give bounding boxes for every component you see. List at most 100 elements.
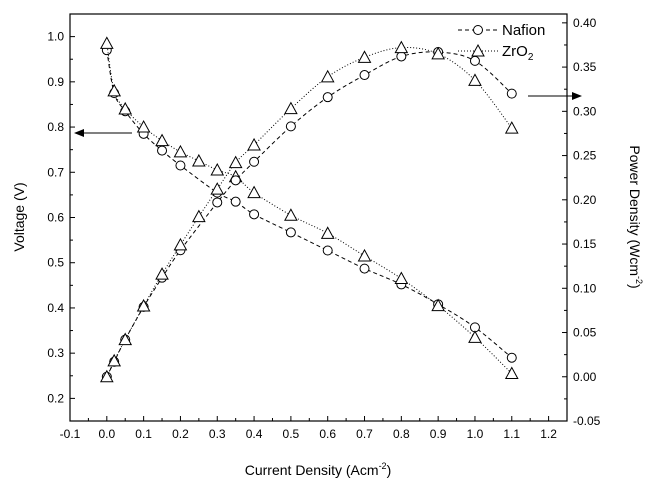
zro2-voltage-point xyxy=(284,208,298,221)
x-tick-label: -0.1 xyxy=(60,427,81,441)
x-axis-title: Current Density (Acm-2) xyxy=(245,461,392,478)
zro2-voltage-point xyxy=(504,366,519,380)
x-tick-label: 0.5 xyxy=(283,427,300,441)
legend-marker-circle xyxy=(473,25,483,35)
y-left-tick-label: 1.0 xyxy=(47,30,64,44)
y-left-tick-label: 0.2 xyxy=(47,391,64,405)
zro2-voltage-point xyxy=(173,144,188,158)
nafion-voltage-point xyxy=(506,352,517,363)
y-left-tick-label: 0.5 xyxy=(47,256,64,270)
legend-entry-nafion: Nafion xyxy=(458,22,545,39)
nafion-power-point xyxy=(506,88,517,99)
zro2-voltage-line xyxy=(106,43,513,374)
zro2-voltage-point xyxy=(247,185,261,199)
x-tick-label: 0.0 xyxy=(98,427,115,441)
nafion-voltage-point xyxy=(322,245,333,256)
y-right-tick-label: 0.20 xyxy=(573,193,597,207)
y-right-tick-label: 0.35 xyxy=(573,60,597,74)
y-right-tick-label: 0.25 xyxy=(573,149,597,163)
y-right-tick-label: 0.10 xyxy=(573,281,597,295)
legend-marker-triangle xyxy=(471,43,485,57)
x-tick-label: 0.7 xyxy=(356,427,373,441)
nafion-voltage-point xyxy=(285,227,296,238)
nafion-power-point xyxy=(285,121,296,132)
y-right-tick-label: 0.00 xyxy=(573,370,597,384)
y-right-tick-label: 0.15 xyxy=(573,237,597,251)
zro2-power-point xyxy=(173,237,188,251)
nafion-voltage-point xyxy=(249,209,260,220)
zro2-power-point xyxy=(357,50,372,63)
zro2-voltage-point xyxy=(468,330,482,343)
zro2-voltage-point xyxy=(99,36,114,49)
x-tick-label: 1.1 xyxy=(503,427,520,441)
series-layer xyxy=(99,36,519,383)
legend-label-zro2: ZrO2 xyxy=(502,43,534,63)
x-tick-label: 0.1 xyxy=(135,427,152,441)
zro2-voltage-point xyxy=(320,226,335,239)
zro2-voltage-point xyxy=(357,248,372,262)
nafion-voltage-point xyxy=(230,196,241,207)
legend-label-nafion: Nafion xyxy=(502,22,545,39)
nafion-voltage-point xyxy=(157,145,168,156)
zro2-voltage-point xyxy=(192,153,206,167)
nafion-power-point xyxy=(396,51,407,62)
y-right-tick-label: 0.30 xyxy=(573,104,597,118)
x-tick-label: 1.2 xyxy=(540,427,557,441)
y-right-tick-label: 0.40 xyxy=(573,16,597,30)
zro2-voltage-point xyxy=(394,271,409,285)
plot-frame xyxy=(69,13,568,422)
zro2-voltage-point xyxy=(118,101,133,115)
arrow-to-left-axis xyxy=(74,129,132,137)
nafion-power-point xyxy=(212,197,223,208)
zro2-power-point xyxy=(107,353,122,367)
zro2-power-point xyxy=(118,332,133,346)
nafion-power-line xyxy=(106,51,513,377)
zro2-power-point xyxy=(320,69,335,83)
x-tick-label: 1.0 xyxy=(467,427,484,441)
y-left-tick-label: 0.7 xyxy=(47,165,64,179)
y-right-axis-title: Power Density (Wcm-2) xyxy=(627,145,644,288)
zro2-power-point xyxy=(431,46,445,60)
legend-entry-zro2: ZrO2 xyxy=(458,43,534,63)
zro2-voltage-point xyxy=(107,83,122,97)
nafion-power-point xyxy=(469,55,480,66)
x-tick-label: 0.2 xyxy=(172,427,189,441)
zro2-voltage-point xyxy=(136,120,151,133)
zro2-power-point xyxy=(284,101,298,115)
zro2-power-point xyxy=(228,155,243,169)
nafion-power-point xyxy=(322,92,333,103)
y-right-tick-label: 0.05 xyxy=(573,326,597,340)
zro2-voltage-point xyxy=(210,162,225,176)
nafion-voltage-point xyxy=(359,263,370,274)
x-tick-label: 0.8 xyxy=(393,427,410,441)
zro2-power-point xyxy=(155,267,169,280)
arrow-left-head xyxy=(74,129,84,137)
nafion-power-point xyxy=(230,175,241,186)
zro2-voltage-point xyxy=(431,298,445,312)
nafion-power-point xyxy=(249,156,260,167)
x-tick-label: 0.9 xyxy=(430,427,447,441)
arrow-to-right-axis xyxy=(528,92,582,100)
zro2-power-point xyxy=(504,121,519,134)
zro2-power-point xyxy=(192,209,206,223)
nafion-voltage-point xyxy=(175,160,186,171)
nafion-power-point xyxy=(359,70,370,81)
zro2-power-line xyxy=(106,46,513,377)
y-left-axis-title: Voltage (V) xyxy=(11,182,27,251)
legend: Nafion ZrO2 xyxy=(458,22,545,63)
zro2-power-point xyxy=(468,73,482,86)
zro2-power-point xyxy=(247,137,261,151)
x-tick-label: 0.6 xyxy=(319,427,336,441)
zro2-voltage-point xyxy=(155,133,169,147)
y-left-tick-label: 0.6 xyxy=(47,211,64,225)
arrow-right-head xyxy=(572,92,582,100)
y-right-tick-label: -0.05 xyxy=(573,414,601,428)
x-tick-label: 0.4 xyxy=(246,427,263,441)
y-left-tick-label: 0.3 xyxy=(47,346,64,360)
nafion-voltage-line xyxy=(106,50,513,359)
y-left-tick-label: 0.8 xyxy=(47,120,64,134)
zro2-power-point xyxy=(394,40,409,54)
zro2-power-point xyxy=(99,369,114,383)
x-tick-label: 0.3 xyxy=(209,427,226,441)
